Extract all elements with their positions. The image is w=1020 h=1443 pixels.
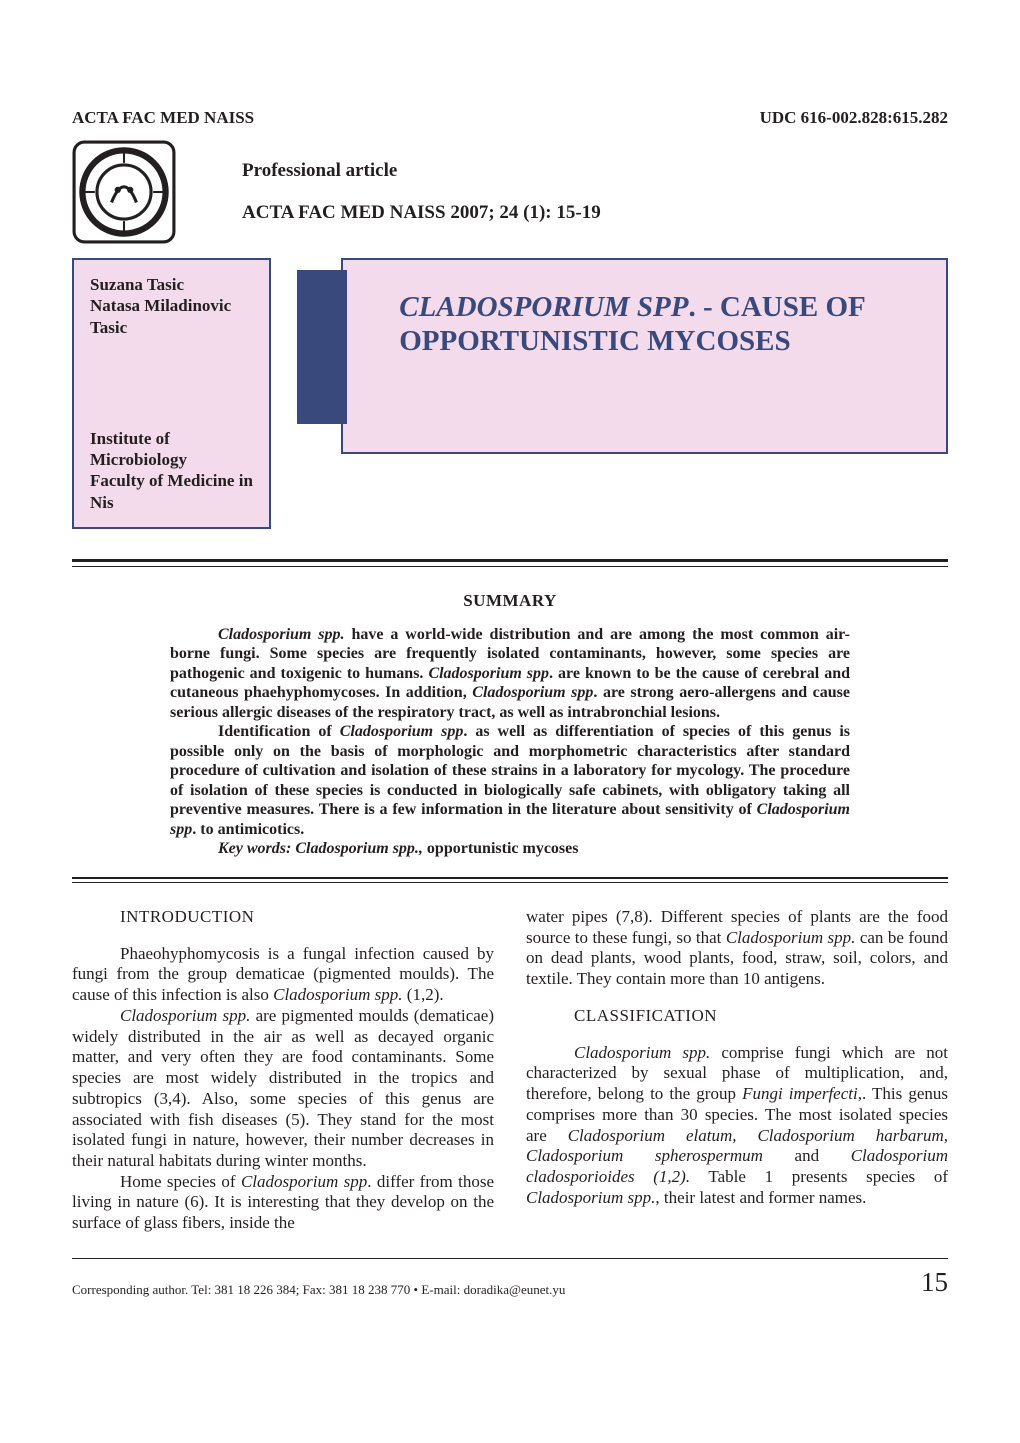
- page: ACTA FAC MED NAISS UDC 616-002.828:615.2…: [0, 0, 1020, 1443]
- abstract-text: Identification of: [218, 723, 340, 740]
- body-columns: INTRODUCTION Phaeohyphomycosis is a fung…: [72, 907, 948, 1234]
- abstract-paragraph: Identification of Cladosporium spp. as w…: [170, 722, 850, 839]
- body-paragraph: Cladosporium spp. are pigmented moulds (…: [72, 1006, 494, 1172]
- author-name: Natasa Miladinovic Tasic: [90, 295, 253, 338]
- keywords-italic: Cladosporium spp.,: [295, 840, 423, 857]
- journal-abbrev: ACTA FAC MED NAISS: [72, 108, 254, 128]
- author-names: Suzana Tasic Natasa Miladinovic Tasic: [90, 274, 253, 338]
- affiliation-line: Faculty of Medicine in Nis: [90, 470, 253, 513]
- corresponding-author: Corresponding author. Tel: 381 18 226 38…: [72, 1282, 565, 1298]
- left-column: INTRODUCTION Phaeohyphomycosis is a fung…: [72, 907, 494, 1234]
- running-head: ACTA FAC MED NAISS UDC 616-002.828:615.2…: [72, 108, 948, 128]
- section-heading-introduction: INTRODUCTION: [72, 907, 494, 928]
- affiliation-line: Institute of Microbiology: [90, 428, 253, 471]
- footer: Corresponding author. Tel: 381 18 226 38…: [72, 1258, 948, 1298]
- body-paragraph: water pipes (7,8). Different species of …: [526, 907, 948, 990]
- title-scientific-name: CLADOSPORIUM SPP: [399, 291, 688, 323]
- divider-double-rule: [72, 559, 948, 567]
- title-accent-bar: [297, 270, 347, 424]
- right-column: water pipes (7,8). Different species of …: [526, 907, 948, 1234]
- author-name: Suzana Tasic: [90, 274, 253, 295]
- title-block: CLADOSPORIUM SPP. - CAUSE OF OPPORTUNIST…: [341, 258, 948, 529]
- seal-icon: [72, 140, 176, 244]
- title-author-row: Suzana Tasic Natasa Miladinovic Tasic In…: [72, 258, 948, 529]
- abstract-paragraph: Cladosporium spp. have a world-wide dist…: [170, 625, 850, 723]
- page-number: 15: [921, 1267, 948, 1298]
- summary-heading: SUMMARY: [72, 591, 948, 611]
- abstract-block: Cladosporium spp. have a world-wide dist…: [170, 625, 850, 859]
- keywords-line: Key words: Cladosporium spp., opportunis…: [170, 839, 850, 859]
- keywords-label: Key words:: [218, 840, 291, 857]
- body-paragraph: Home species of Cladosporium spp. differ…: [72, 1172, 494, 1234]
- article-title: CLADOSPORIUM SPP. - CAUSE OF OPPORTUNIST…: [341, 258, 948, 454]
- author-box: Suzana Tasic Natasa Miladinovic Tasic In…: [72, 258, 271, 529]
- author-affiliation: Institute of Microbiology Faculty of Med…: [90, 428, 253, 513]
- body-paragraph: Cladosporium spp. comprise fungi which a…: [526, 1043, 948, 1209]
- masthead-row: Professional article ACTA FAC MED NAISS …: [72, 140, 948, 244]
- udc-code: UDC 616-002.828:615.282: [760, 108, 948, 128]
- masthead-text: Professional article ACTA FAC MED NAISS …: [194, 140, 948, 244]
- abstract-text: . to antimicotics.: [192, 821, 304, 838]
- article-type: Professional article: [242, 160, 948, 182]
- body-paragraph: Phaeohyphomycosis is a fungal infection …: [72, 944, 494, 1006]
- faculty-seal-logo: [72, 140, 176, 244]
- section-heading-classification: CLASSIFICATION: [526, 1006, 948, 1027]
- divider-double-rule: [72, 877, 948, 883]
- issue-citation: ACTA FAC MED NAISS 2007; 24 (1): 15-19: [242, 202, 948, 224]
- keywords-plain: opportunistic mycoses: [423, 840, 579, 857]
